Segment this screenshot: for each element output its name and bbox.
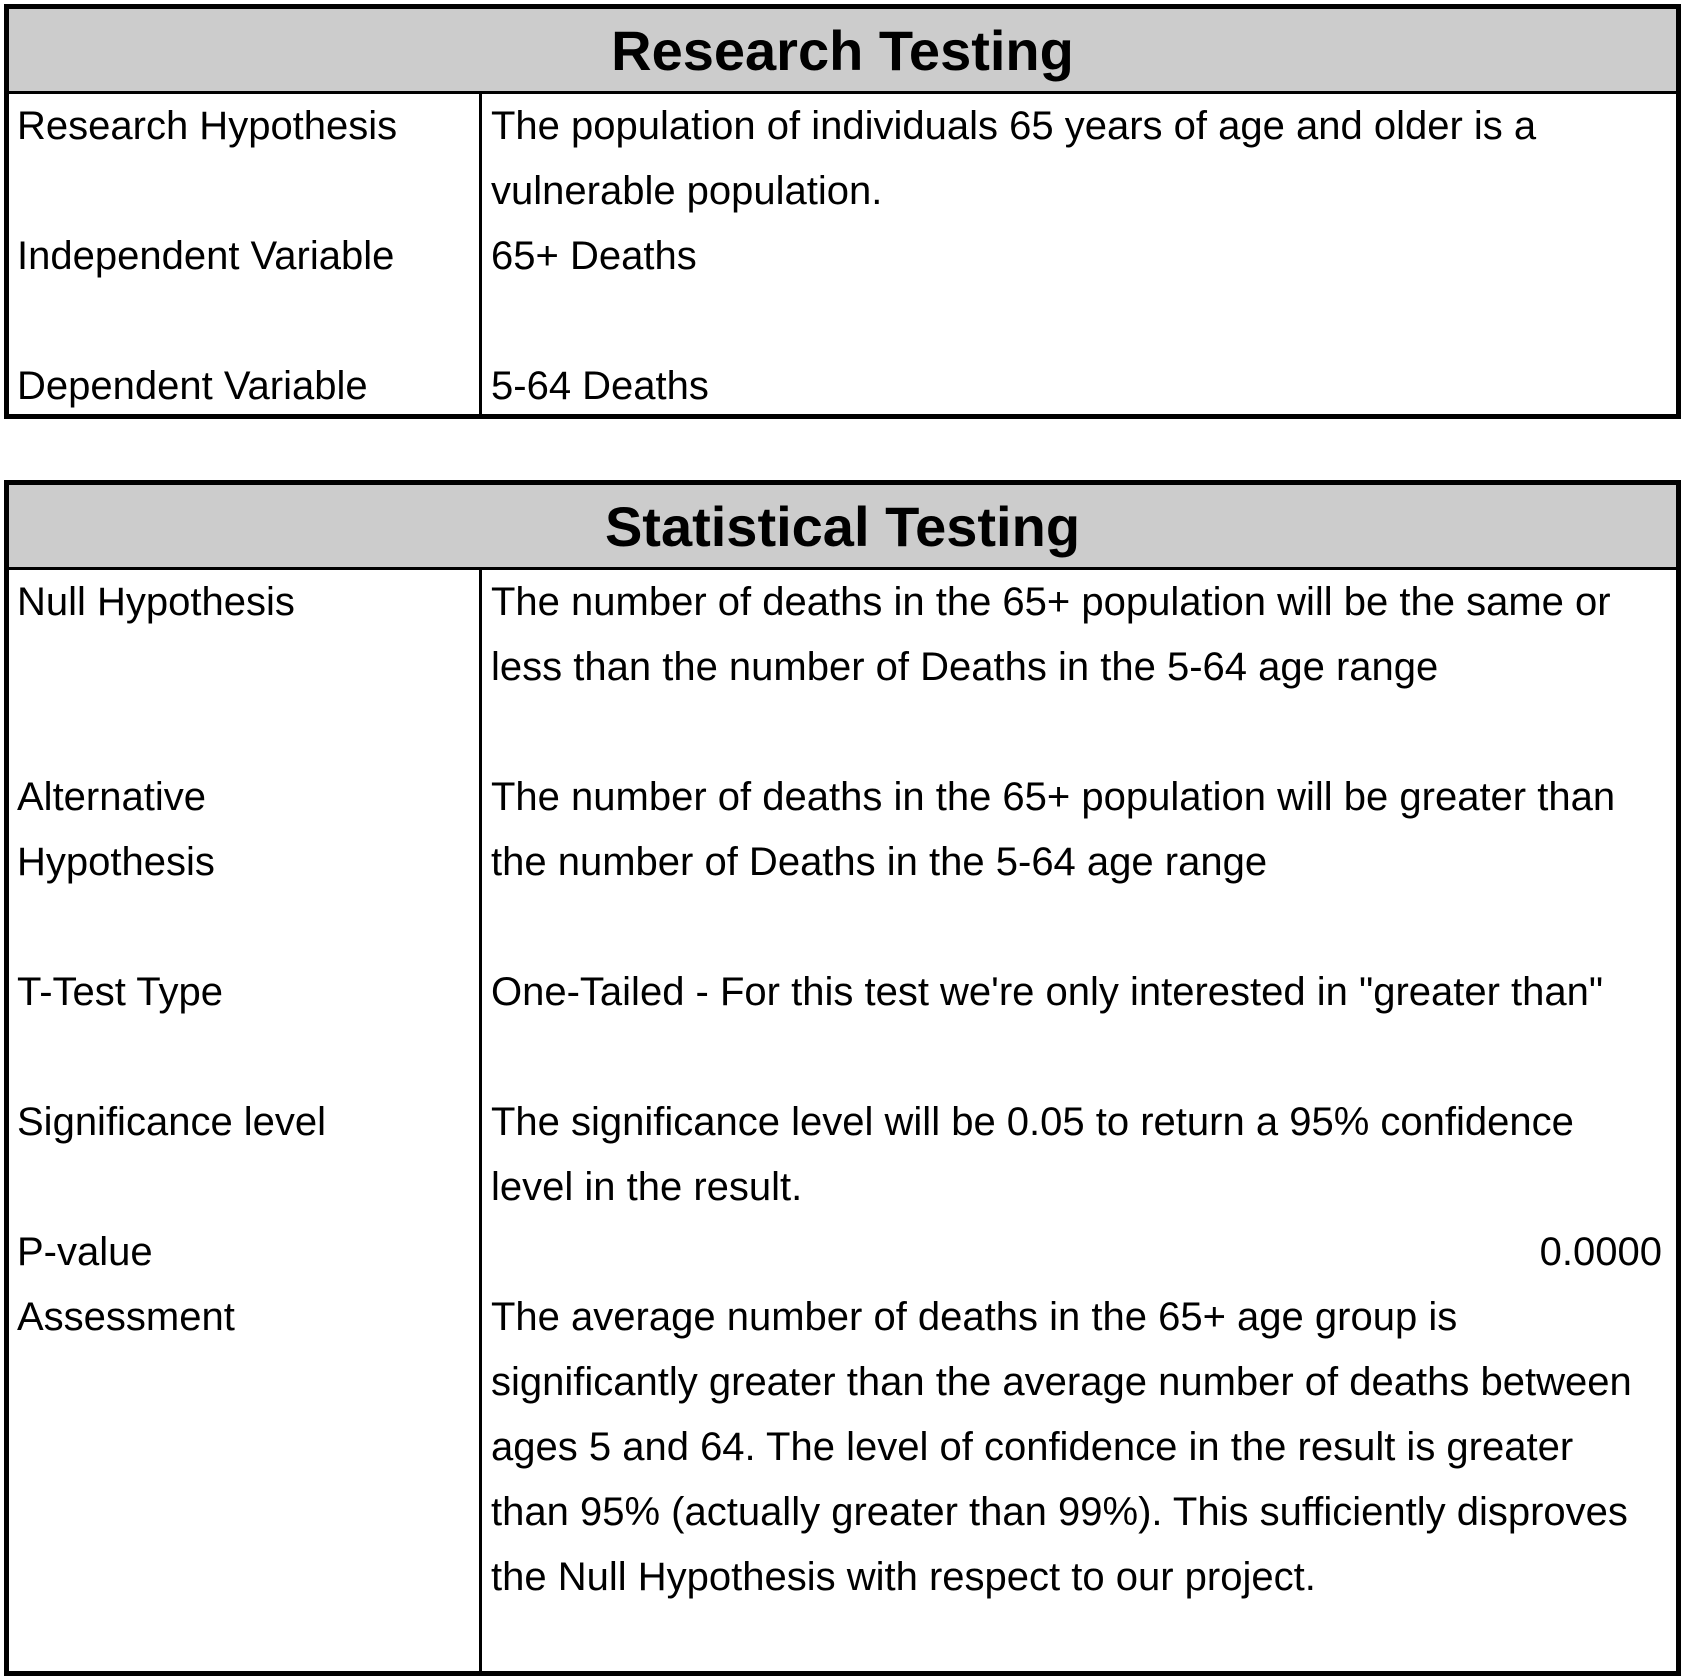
- row-label: Research Hypothesis: [17, 104, 398, 148]
- row-value: The significance level will be 0.05 to r…: [491, 1100, 1574, 1209]
- row-value: 65+ Deaths: [491, 234, 697, 278]
- research-testing-table: Research Testing Research Hypothesis The…: [4, 4, 1681, 419]
- row-label: Independent Variable: [17, 234, 395, 278]
- row-value: The number of deaths in the 65+ populati…: [491, 580, 1611, 689]
- row-value: 5-64 Deaths: [491, 364, 709, 408]
- row-label: Significance level: [17, 1100, 327, 1144]
- row-label: Alternative Hypothesis: [17, 775, 218, 884]
- row-label: Assessment: [17, 1295, 235, 1339]
- row-value: The average number of deaths in the 65+ …: [491, 1295, 1632, 1599]
- statistical-testing-table: Statistical Testing Null Hypothesis The …: [4, 480, 1681, 1676]
- row-value: 0.0000: [1539, 1230, 1662, 1274]
- column-divider: [479, 94, 482, 414]
- column-divider: [479, 570, 482, 1671]
- row-label: Dependent Variable: [17, 364, 368, 408]
- row-value: The population of individuals 65 years o…: [491, 104, 1537, 213]
- research-testing-title: Research Testing: [9, 9, 1676, 94]
- statistical-testing-title: Statistical Testing: [9, 485, 1676, 570]
- row-label: T-Test Type: [17, 970, 224, 1014]
- row-label: P-value: [17, 1230, 153, 1274]
- row-value: One-Tailed - For this test we're only in…: [491, 970, 1604, 1014]
- row-label: Null Hypothesis: [17, 580, 295, 624]
- row-value: The number of deaths in the 65+ populati…: [491, 775, 1616, 884]
